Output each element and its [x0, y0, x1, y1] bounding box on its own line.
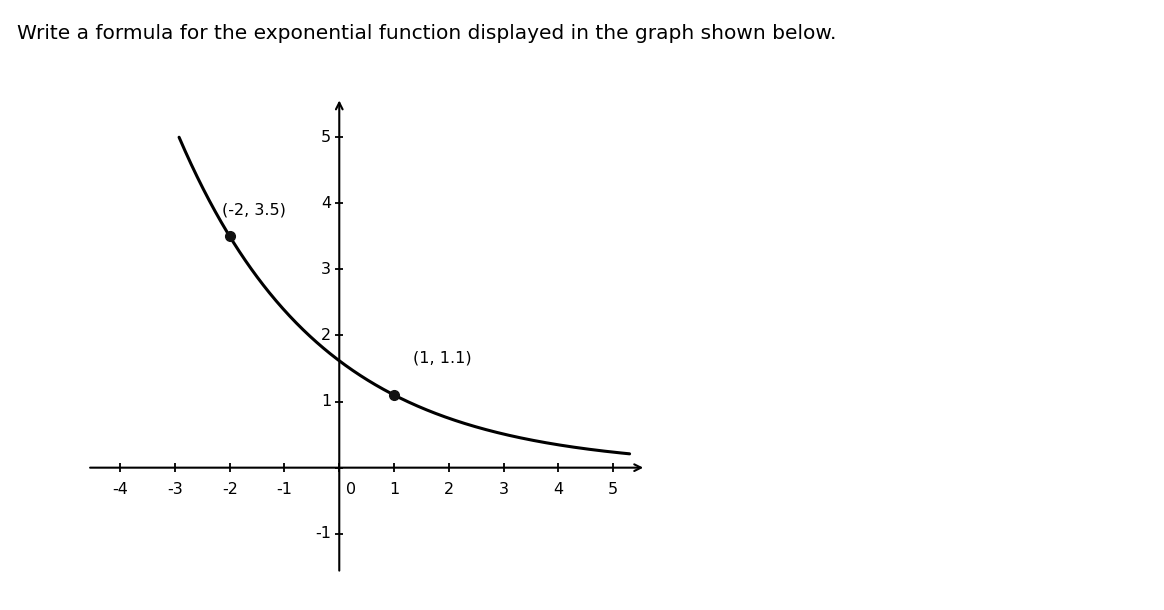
Text: (1, 1.1): (1, 1.1): [413, 350, 471, 365]
Text: 1: 1: [321, 394, 331, 409]
Text: 2: 2: [443, 482, 454, 497]
Text: -1: -1: [277, 482, 292, 497]
Text: Write a formula for the exponential function displayed in the graph shown below.: Write a formula for the exponential func…: [17, 24, 837, 43]
Text: 1: 1: [389, 482, 399, 497]
Text: 3: 3: [321, 262, 331, 277]
Text: -4: -4: [112, 482, 128, 497]
Text: 4: 4: [321, 196, 331, 211]
Text: 0: 0: [346, 482, 356, 497]
Text: -1: -1: [315, 526, 331, 541]
Text: (-2, 3.5): (-2, 3.5): [221, 203, 285, 218]
Text: 3: 3: [498, 482, 509, 497]
Text: 5: 5: [608, 482, 618, 497]
Text: -2: -2: [222, 482, 237, 497]
Text: 2: 2: [321, 328, 331, 343]
Text: 4: 4: [553, 482, 563, 497]
Text: -3: -3: [168, 482, 183, 497]
Text: 5: 5: [321, 130, 331, 145]
